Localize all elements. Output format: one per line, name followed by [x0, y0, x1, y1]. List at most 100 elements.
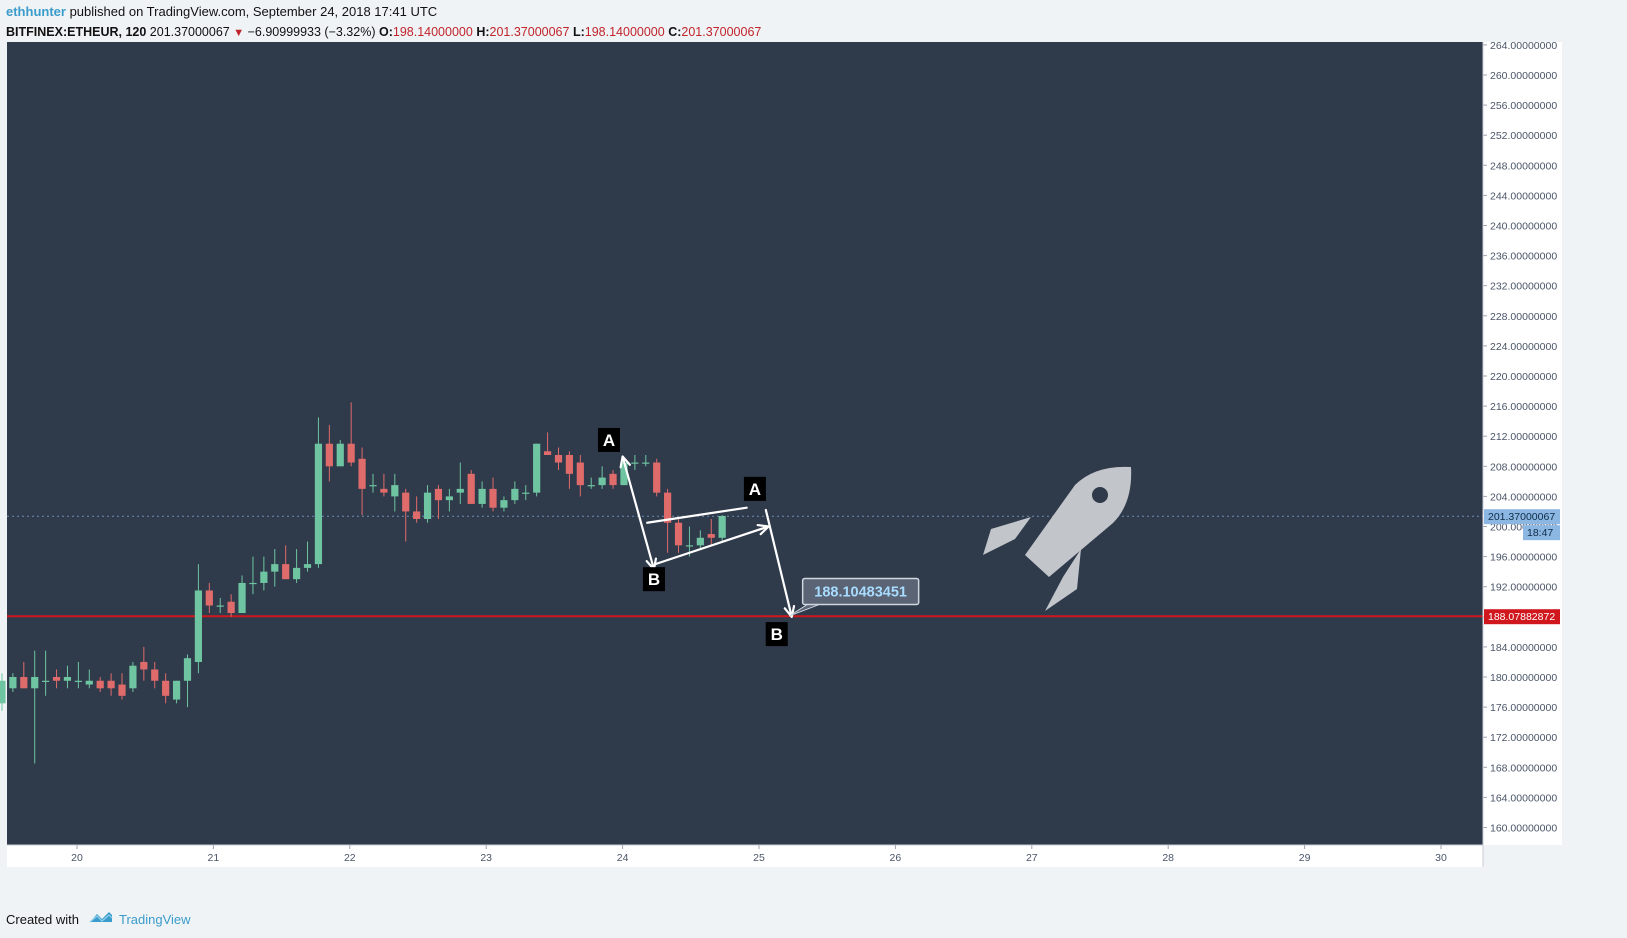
candle-body — [249, 582, 257, 585]
pattern-label-text: B — [771, 625, 783, 644]
countdown-tag: 18:47 — [1523, 525, 1560, 541]
candle-up — [31, 650, 39, 764]
candle-body — [63, 677, 72, 681]
pattern-label-box — [743, 476, 766, 501]
candle-body — [9, 677, 17, 689]
candle-body — [358, 458, 366, 489]
candle-body — [205, 590, 213, 606]
close-label: C: — [668, 25, 682, 39]
candle-body — [140, 661, 148, 670]
time-axis[interactable] — [7, 845, 1483, 867]
candle-body — [456, 488, 464, 493]
low-label: L: — [572, 25, 585, 39]
time-tick-label: 28 — [1162, 852, 1174, 864]
pattern-leg-a2-b2[interactable] — [764, 508, 793, 618]
time-tick-label: 30 — [1435, 852, 1447, 864]
candle-body — [576, 462, 584, 486]
candle-body — [434, 488, 443, 501]
candle-body — [194, 590, 202, 662]
pattern-label-a: A — [743, 476, 766, 501]
candle-down — [413, 496, 421, 523]
candle-down — [358, 447, 366, 516]
symbol-info: BITFINEX:ETHEUR, 120 201.37000067 ▼ −6.9… — [6, 22, 1606, 42]
candle-body — [489, 488, 497, 508]
candle-body — [653, 462, 661, 493]
candle-body — [107, 680, 115, 689]
candle-up — [183, 654, 192, 708]
candle-body — [391, 485, 399, 497]
time-tick-label: 26 — [890, 852, 902, 864]
pattern-drawings[interactable]: A B A B — [597, 427, 796, 647]
rocket-icon — [983, 466, 1132, 611]
price-tick-label: 264.00000000 — [1490, 40, 1557, 52]
candle-down — [140, 646, 148, 681]
price-tick-label: 184.00000000 — [1490, 642, 1557, 654]
pattern-label-b: B — [642, 567, 665, 592]
candle-body — [402, 492, 410, 512]
pattern-label-text: B — [648, 570, 660, 589]
candle-up — [598, 466, 606, 489]
candle-body — [445, 496, 453, 501]
candle-body — [609, 473, 617, 486]
candle-up — [216, 597, 224, 614]
tradingview-link[interactable]: TradingView — [118, 912, 191, 927]
open-value: 198.14000000 — [392, 25, 473, 39]
pattern-label-text: A — [749, 480, 761, 499]
pattern-label-box — [765, 622, 788, 647]
author-link[interactable]: ethhunter — [6, 4, 66, 19]
price-axis[interactable] — [1483, 42, 1562, 845]
arrowhead-b2 — [783, 604, 796, 618]
price-tick-label: 256.00000000 — [1490, 100, 1557, 112]
candle-body — [664, 492, 672, 523]
candle-body — [642, 462, 650, 464]
candle-up — [42, 650, 50, 696]
candle-up — [631, 455, 639, 471]
candle-body — [478, 488, 486, 504]
candle-body — [227, 601, 235, 614]
last-price-tag: 201.37000067 — [1484, 509, 1560, 525]
target-callout[interactable]: 188.10483451 — [788, 577, 920, 617]
candle-up — [303, 541, 312, 572]
candle-body — [413, 511, 421, 519]
chart-header: ethhunter published on TradingView.com, … — [6, 2, 1606, 42]
candle-down — [554, 447, 563, 471]
price-tick-label: 252.00000000 — [1490, 130, 1557, 142]
pattern-label-a: A — [597, 427, 620, 452]
candle-body — [423, 492, 432, 519]
price-change: −6.90999933 (−3.32%) — [247, 25, 376, 39]
close-value: 201.37000067 — [681, 25, 762, 39]
candle-down — [707, 518, 715, 546]
time-tick-label: 27 — [1026, 852, 1038, 864]
candle-body — [271, 564, 279, 572]
candle-body — [543, 451, 552, 456]
candle-up — [718, 515, 726, 542]
candle-body — [74, 680, 82, 682]
pattern-leg-a1-b1[interactable] — [621, 455, 656, 571]
candle-up — [696, 530, 704, 550]
candle-body — [260, 571, 268, 583]
candle-up — [478, 481, 486, 508]
candle-body — [467, 473, 475, 504]
rocket-fin-left — [983, 517, 1031, 555]
price-tick-label: 260.00000000 — [1490, 70, 1557, 82]
channel-upper-line[interactable] — [646, 506, 748, 524]
candle-body — [293, 567, 301, 580]
candle-up — [511, 481, 519, 504]
candle-up — [74, 661, 82, 689]
price-tick-label: 236.00000000 — [1490, 251, 1557, 263]
candle-down — [674, 518, 683, 553]
price-tick-label: 196.00000000 — [1490, 552, 1557, 564]
pattern-label-box — [642, 567, 665, 592]
channel-lower-line[interactable] — [654, 525, 770, 566]
plot-area[interactable] — [7, 42, 1483, 845]
price-tick-label: 172.00000000 — [1490, 732, 1557, 744]
symbol-name: BITFINEX:ETHEUR, 120 — [6, 25, 147, 39]
candle-body — [183, 658, 192, 681]
candle-down — [543, 432, 552, 456]
price-tick-label: 160.00000000 — [1490, 823, 1557, 835]
candle-up — [391, 473, 399, 512]
last-price: 201.37000067 — [149, 25, 230, 39]
candle-up — [63, 665, 72, 689]
candle-up — [642, 455, 650, 467]
